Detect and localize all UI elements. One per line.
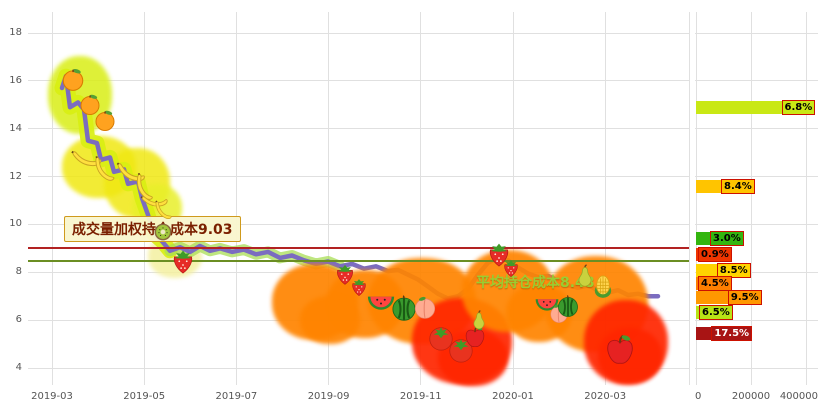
main-h-gridline — [28, 176, 689, 178]
x-axis-tick: 2020-01 — [492, 391, 534, 402]
x-axis-tick: 2019-07 — [215, 391, 258, 402]
volume-bar: 3.0% — [696, 231, 744, 246]
strawberry-icon — [168, 245, 198, 275]
y-axis-tick: 18 — [9, 27, 22, 38]
main-v-gridline — [235, 12, 237, 385]
volume-bar-pct: 6.8% — [781, 100, 816, 115]
volume-bar-pct: 8.4% — [721, 179, 755, 194]
volume-profile-panel: 0 200000 400000 6.8% 8.4% 3.0% 0.9% 8.5% 4.5% 9.5… — [695, 0, 818, 410]
banana-icon — [150, 198, 175, 223]
price-chart-panel: 成交量加权持仓成本9.03 平均持仓成本8.48 18 16 14 12 10 8 6 4 20… — [9, 12, 690, 402]
pear-icon — [572, 264, 598, 290]
volume-bar-pct: 0.9% — [698, 247, 732, 262]
volume-bar: 8.4% — [696, 179, 755, 194]
x-axis-tick: 2019-03 — [31, 391, 73, 402]
main-h-gridline — [28, 32, 689, 34]
fruit-blob — [300, 296, 360, 344]
avg-cost-label: 平均持仓成本8.48 — [476, 275, 595, 291]
main-v-gridline — [328, 12, 330, 385]
y-axis-tick: 12 — [9, 170, 22, 182]
avg-cost-line — [28, 259, 689, 262]
orange-icon — [93, 108, 117, 132]
strawberry-icon — [484, 238, 514, 268]
strawberry-icon — [500, 256, 522, 278]
vwap-cost-line — [28, 246, 689, 249]
volume-bar-pct: 6.5% — [699, 305, 733, 320]
main-v-gridline — [420, 12, 422, 385]
banana-icon — [125, 169, 162, 206]
x-axis-tick: 2019-05 — [123, 391, 166, 402]
y-axis-tick: 6 — [15, 314, 22, 326]
volume-bar: 0.9% — [696, 247, 732, 262]
watermelon-slice-icon — [534, 290, 560, 316]
y-axis-tick: 10 — [9, 218, 22, 230]
volume-bar-pct: 3.0% — [710, 231, 744, 246]
side-h-gridline — [695, 176, 818, 178]
side-x-axis-tick: 200000 — [731, 391, 771, 402]
strawberry-icon — [332, 260, 358, 286]
watermelon-icon — [556, 294, 580, 318]
corn-icon — [590, 274, 616, 300]
banana-icon — [68, 140, 106, 178]
x-axis-tick: 2019-11 — [399, 391, 442, 402]
main-v-gridline — [512, 12, 514, 385]
x-axis-tick: 2019-09 — [307, 391, 350, 402]
side-h-gridline — [695, 223, 818, 225]
y-axis-tick: 14 — [9, 122, 22, 134]
side-x-axis-tick: 0 — [695, 391, 702, 402]
side-h-gridline — [695, 128, 818, 130]
main-v-gridline — [51, 12, 53, 385]
orange-icon — [78, 92, 102, 116]
side-h-gridline — [695, 32, 818, 34]
main-right-border — [689, 12, 690, 385]
side-v-gridline — [751, 12, 752, 385]
y-axis-tick: 4 — [15, 362, 22, 373]
volume-bar-pct: 9.5% — [727, 290, 762, 305]
main-h-gridline — [28, 367, 689, 369]
volume-bar: 17.5% — [696, 326, 753, 341]
kiwi-icon — [152, 221, 174, 243]
volume-bar: 9.5% — [696, 290, 762, 305]
side-v-gridline — [806, 12, 807, 385]
side-x-axis-tick: 400000 — [779, 391, 818, 402]
volume-bar: 4.5% — [696, 276, 732, 291]
orange-icon — [60, 66, 86, 92]
side-h-gridline — [695, 319, 818, 321]
side-h-gridline — [695, 271, 818, 273]
y-axis-tick: 16 — [9, 74, 22, 86]
banana-icon — [137, 183, 173, 219]
watermelon-slice-icon — [366, 286, 396, 316]
peach-icon — [412, 294, 438, 320]
main-h-gridline — [28, 80, 689, 82]
pear-icon — [468, 310, 490, 332]
strawberry-icon — [348, 275, 370, 297]
main-h-gridline — [28, 223, 689, 225]
banana-icon — [114, 156, 149, 191]
main-h-gridline — [28, 128, 689, 130]
vwap-cost-label: 成交量加权持仓成本9.03 — [64, 216, 241, 242]
banana-icon — [87, 153, 121, 187]
volume-bar: 8.5% — [696, 263, 751, 278]
main-v-gridline — [604, 12, 606, 385]
volume-bar: 6.8% — [696, 100, 816, 115]
volume-bar-pct: 8.5% — [716, 263, 751, 278]
volume-bar-pct: 17.5% — [711, 326, 753, 341]
apple-icon — [602, 332, 638, 368]
side-h-gridline — [695, 367, 818, 369]
y-axis-tick: 8 — [15, 266, 22, 278]
volume-bar-pct: 4.5% — [698, 276, 732, 291]
side-h-gridline — [695, 80, 818, 82]
volume-bar: 6.5% — [696, 305, 733, 320]
tomato-icon — [446, 334, 476, 364]
tomato-icon — [426, 322, 456, 352]
x-axis-tick: 2020-03 — [584, 391, 627, 402]
side-v-gridline — [696, 12, 697, 385]
